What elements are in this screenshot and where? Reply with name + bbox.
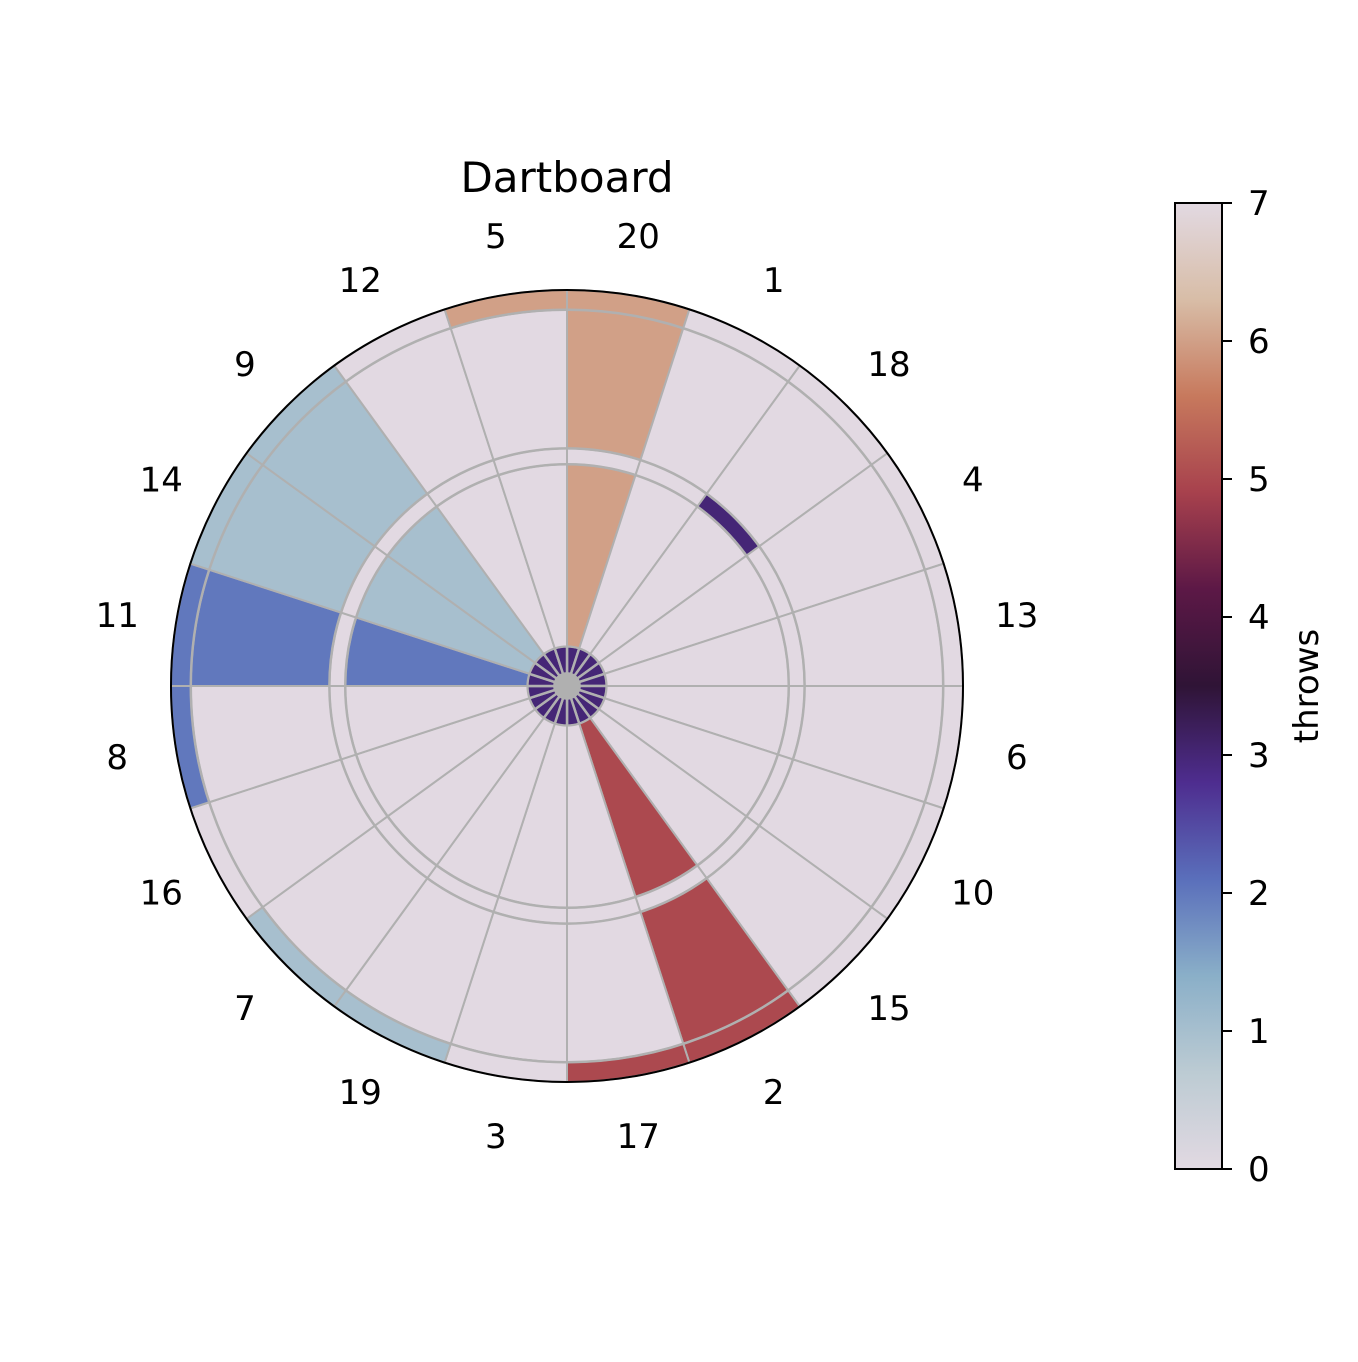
grid-ring-1 xyxy=(328,447,806,925)
colorbar-tick-label-6: 6 xyxy=(1248,322,1270,362)
sector-label-16: 16 xyxy=(140,874,183,914)
sector-label-2: 2 xyxy=(763,1073,785,1113)
sector-label-15: 15 xyxy=(867,989,910,1029)
sector-label-14: 14 xyxy=(140,460,183,500)
grid-ring-2 xyxy=(189,308,945,1064)
bull-center xyxy=(553,672,581,700)
colorbar-tick-label-7: 7 xyxy=(1248,184,1270,224)
sector-label-11: 11 xyxy=(96,596,139,636)
sector-label-3: 3 xyxy=(485,1117,507,1157)
sector-label-13: 13 xyxy=(995,596,1038,636)
colorbar-tick-label-1: 1 xyxy=(1248,1012,1270,1052)
sector-label-19: 19 xyxy=(339,1073,382,1113)
sector-label-4: 4 xyxy=(962,460,984,500)
sector-label-7: 7 xyxy=(234,989,256,1029)
colorbar: 0 1 2 3 4 5 6 7 throws xyxy=(1174,184,1327,1190)
sector-label-10: 10 xyxy=(951,874,994,914)
sector-label-5: 5 xyxy=(485,217,507,257)
chart-title: Dartboard xyxy=(460,153,673,202)
sector-labels: 20 1 18 4 13 6 10 15 2 17 3 19 7 16 8 11 14 9 12 5 xyxy=(96,217,1039,1157)
colorbar-tick-label-5: 5 xyxy=(1248,460,1270,500)
sector-label-8: 8 xyxy=(106,738,128,778)
sector-label-18: 18 xyxy=(867,345,910,385)
colorbar-gradient xyxy=(1174,202,1223,1170)
sector-label-9: 9 xyxy=(234,345,256,385)
colorbar-label: throws xyxy=(1287,629,1327,743)
sector-label-20: 20 xyxy=(617,217,660,257)
board-outline xyxy=(170,289,964,1083)
sector-label-17: 17 xyxy=(617,1117,660,1157)
colorbar-tick-label-0: 0 xyxy=(1248,1150,1270,1190)
grid-ring-0 xyxy=(343,462,791,910)
colorbar-tick-label-2: 2 xyxy=(1248,874,1270,914)
colorbar-tick-label-4: 4 xyxy=(1248,598,1270,638)
sector-label-1: 1 xyxy=(763,261,785,301)
polar-axes xyxy=(169,288,965,1084)
colorbar-tick-label-3: 3 xyxy=(1248,736,1270,776)
sector-label-6: 6 xyxy=(1006,738,1028,778)
sector-label-12: 12 xyxy=(339,261,382,301)
